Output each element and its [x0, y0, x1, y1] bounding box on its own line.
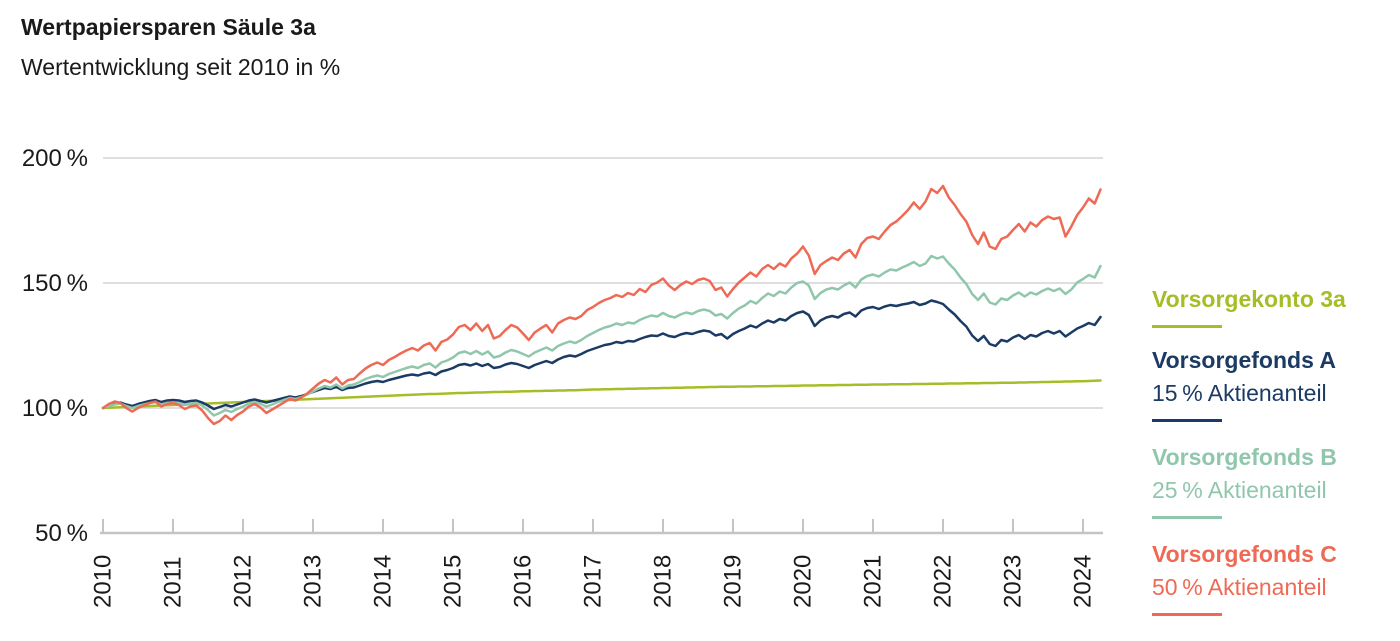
- page-subtitle: Wertentwicklung seit 2010 in %: [21, 54, 341, 80]
- x-tick-label-2022: 2022: [930, 555, 957, 608]
- x-tick-label-2013: 2013: [300, 555, 327, 608]
- legend-color-swatch: [1152, 516, 1222, 519]
- y-tick-label-200: 200 %: [22, 145, 88, 172]
- x-tick-label-2023: 2023: [1000, 555, 1027, 608]
- legend-sublabel: 15 % Aktienanteil: [1152, 380, 1327, 406]
- x-tick-label-2019: 2019: [720, 555, 747, 608]
- series-line-vorsorgefonds-c: [101, 184, 1102, 426]
- x-tick-label-2020: 2020: [790, 555, 817, 608]
- legend-label: Vorsorgefonds C: [1152, 541, 1337, 567]
- y-tick-label-100: 100 %: [22, 395, 88, 422]
- series-line-vorsorgefonds-a: [101, 299, 1102, 411]
- x-tick-label-2017: 2017: [580, 555, 607, 608]
- legend-color-swatch: [1152, 613, 1222, 616]
- legend-label: Vorsorgefonds A: [1152, 347, 1337, 373]
- x-tick-label-2015: 2015: [440, 555, 467, 608]
- x-tick-label-2021: 2021: [860, 555, 887, 608]
- legend-sublabel: 25 % Aktienanteil: [1152, 477, 1327, 503]
- legend-sublabel: 50 % Aktienanteil: [1152, 574, 1327, 600]
- page-title: Wertpapiersparen Säule 3a: [21, 14, 316, 40]
- legend-item-vorsorgefonds-a: Vorsorgefonds A 15 % Aktienanteil: [1152, 346, 1336, 422]
- y-tick-label-50: 50 %: [35, 520, 88, 547]
- x-tick-label-2012: 2012: [230, 555, 257, 608]
- legend-color-swatch: [1152, 325, 1222, 328]
- legend-label: Vorsorgefonds B: [1152, 444, 1337, 470]
- x-tick-label-2018: 2018: [650, 555, 677, 608]
- chart-header: Wertpapiersparen Säule 3a Wertentwicklun…: [21, 14, 340, 81]
- x-tick-label-2024: 2024: [1070, 555, 1097, 608]
- legend-item-vorsorgefonds-b: Vorsorgefonds B 25 % Aktienanteil: [1152, 443, 1337, 519]
- series-line-vorsorgefonds-b: [101, 254, 1102, 417]
- legend-item-vorsorgekonto-3a: Vorsorgekonto 3a: [1152, 285, 1346, 328]
- x-tick-label-2010: 2010: [90, 555, 117, 608]
- x-tick-label-2011: 2011: [160, 556, 187, 608]
- legend-label: Vorsorgekonto 3a: [1152, 286, 1346, 312]
- y-tick-label-150: 150 %: [22, 270, 88, 297]
- x-tick-label-2016: 2016: [510, 555, 537, 608]
- x-tick-label-2014: 2014: [370, 555, 397, 608]
- legend-color-swatch: [1152, 419, 1222, 422]
- legend-item-vorsorgefonds-c: Vorsorgefonds C 50 % Aktienanteil: [1152, 540, 1337, 616]
